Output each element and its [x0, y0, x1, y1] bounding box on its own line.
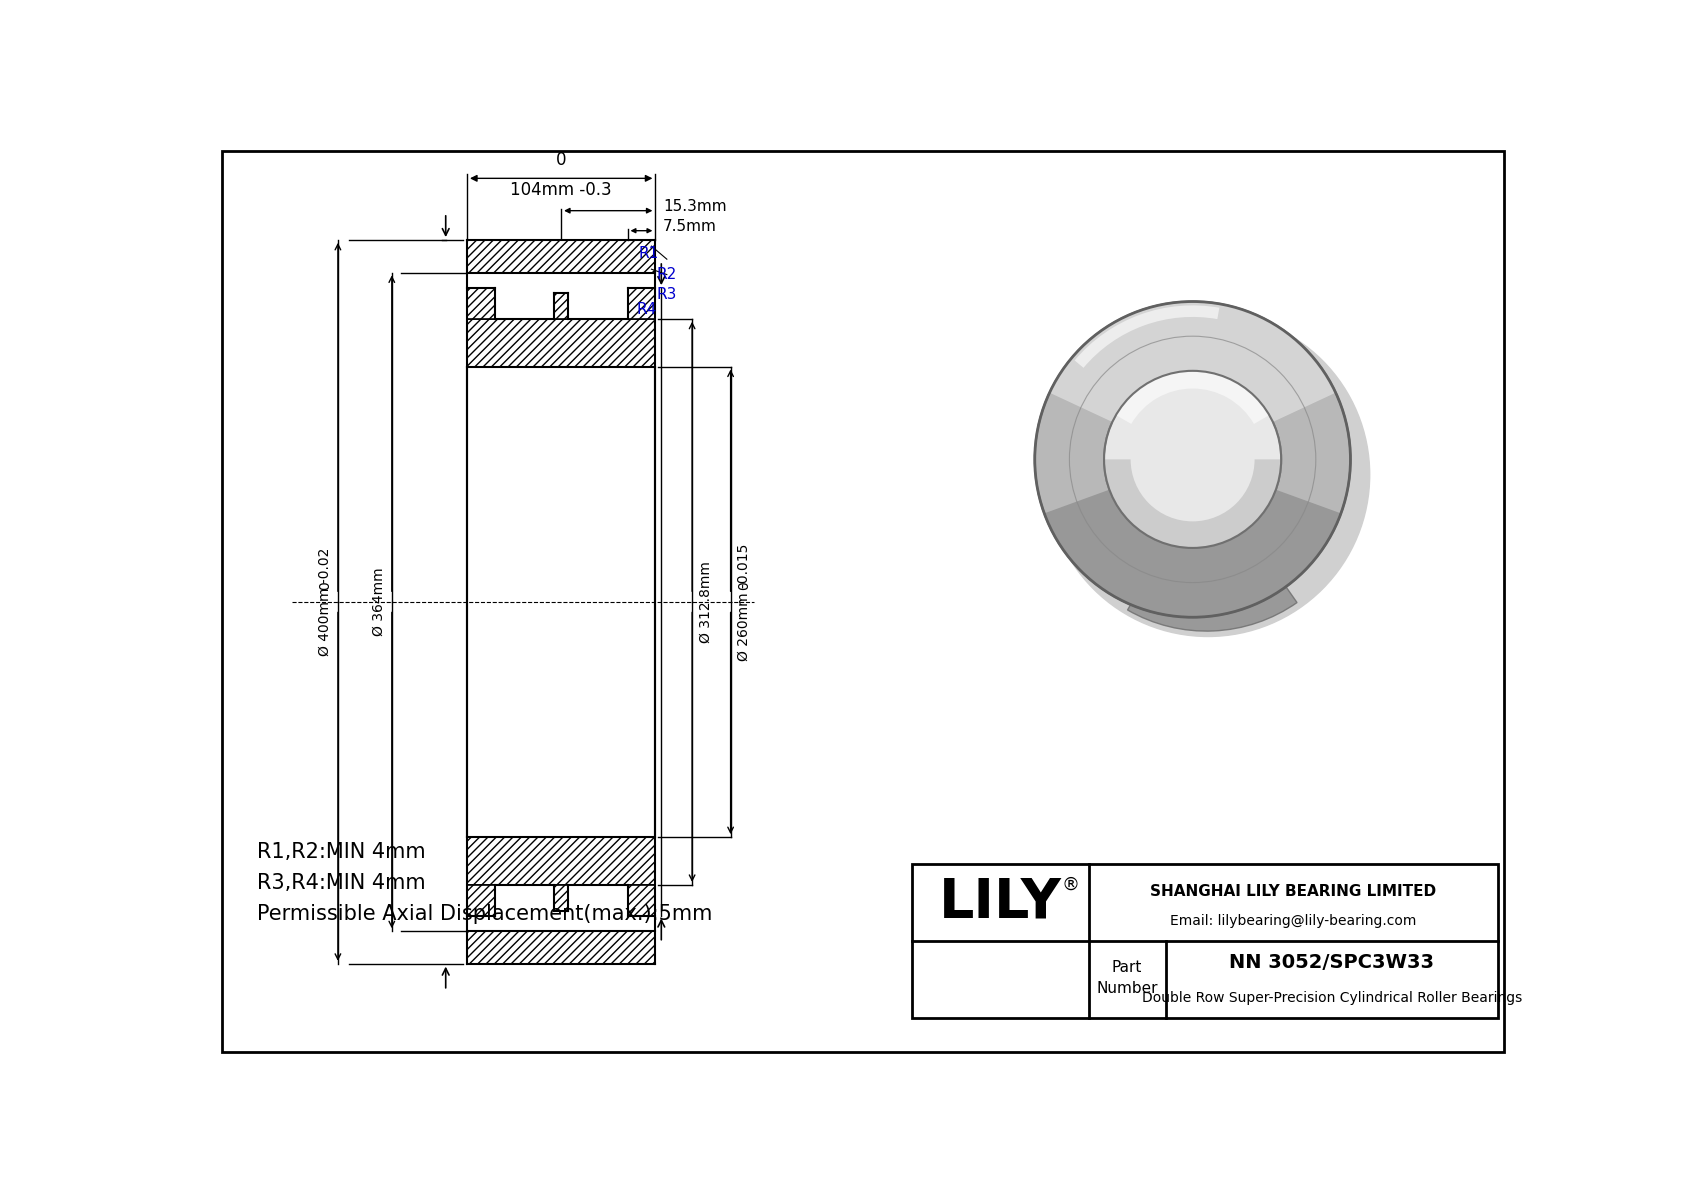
Polygon shape: [628, 288, 655, 319]
Polygon shape: [466, 837, 655, 885]
Wedge shape: [1105, 460, 1282, 548]
Text: Ø 260mm -0.015: Ø 260mm -0.015: [738, 543, 751, 661]
Wedge shape: [1049, 301, 1335, 422]
Text: Permissible Axial Displacement(max.):5mm: Permissible Axial Displacement(max.):5mm: [258, 904, 712, 924]
Text: R1: R1: [638, 247, 658, 261]
Polygon shape: [466, 885, 495, 916]
Polygon shape: [554, 293, 568, 319]
Polygon shape: [466, 931, 655, 964]
Text: ®: ®: [1061, 877, 1079, 894]
Text: Double Row Super-Precision Cylindrical Roller Bearings: Double Row Super-Precision Cylindrical R…: [1142, 991, 1522, 1005]
Polygon shape: [628, 885, 655, 916]
Text: 0: 0: [318, 581, 332, 591]
Text: Email: lilybearing@lily-bearing.com: Email: lilybearing@lily-bearing.com: [1170, 913, 1416, 928]
Polygon shape: [466, 319, 655, 367]
Text: Part
Number: Part Number: [1096, 960, 1159, 996]
Text: Ø 312.8mm: Ø 312.8mm: [699, 561, 712, 643]
Text: R1,R2:MIN 4mm: R1,R2:MIN 4mm: [258, 842, 426, 862]
Text: 0: 0: [556, 151, 566, 169]
Text: R3,R4:MIN 4mm: R3,R4:MIN 4mm: [258, 873, 426, 893]
Circle shape: [1105, 370, 1282, 548]
Text: 104mm -0.3: 104mm -0.3: [510, 181, 611, 199]
Text: R3: R3: [657, 287, 677, 301]
Text: 15.3mm: 15.3mm: [663, 199, 726, 214]
Text: R2: R2: [657, 267, 677, 282]
Text: SHANGHAI LILY BEARING LIMITED: SHANGHAI LILY BEARING LIMITED: [1150, 884, 1436, 899]
Text: Ø 400mm -0.02: Ø 400mm -0.02: [318, 548, 332, 656]
Text: Ø 364mm: Ø 364mm: [372, 568, 386, 636]
Polygon shape: [554, 885, 568, 911]
Polygon shape: [466, 239, 655, 273]
Wedge shape: [1034, 301, 1351, 617]
Text: 0: 0: [738, 581, 751, 591]
Text: 7.5mm: 7.5mm: [663, 219, 717, 235]
Circle shape: [1046, 313, 1369, 636]
Wedge shape: [1128, 541, 1297, 631]
Polygon shape: [466, 288, 495, 319]
Text: LILY: LILY: [938, 875, 1061, 929]
Wedge shape: [1116, 370, 1270, 424]
Wedge shape: [1074, 305, 1219, 368]
Bar: [911, 863, 1499, 1017]
Text: NN 3052/SPC3W33: NN 3052/SPC3W33: [1229, 953, 1435, 972]
Text: R4: R4: [637, 303, 657, 317]
Wedge shape: [1044, 490, 1340, 617]
